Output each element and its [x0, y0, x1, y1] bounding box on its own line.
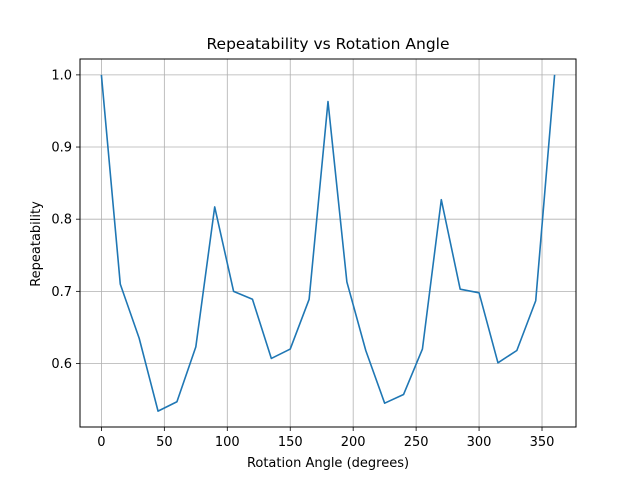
x-tick-label: 250 [404, 435, 429, 450]
y-tick-label: 0.9 [51, 141, 72, 156]
y-tick-label: 0.7 [51, 285, 72, 300]
x-tick-label: 100 [215, 435, 240, 450]
plot-frame [79, 58, 577, 428]
x-tick-label: 300 [467, 435, 492, 450]
series-line [100, 74, 556, 412]
y-tick-label: 0.6 [51, 357, 72, 372]
y-axis-label: Repeatability [29, 201, 44, 287]
x-tick-label: 0 [97, 435, 105, 450]
chart-title: Repeatability vs Rotation Angle [206, 35, 449, 53]
x-tick-label: 150 [278, 435, 303, 450]
x-tick-label: 350 [530, 435, 555, 450]
series-layer [100, 74, 556, 412]
x-tick-label: 200 [341, 435, 366, 450]
x-axis-ticks: 0 50 100 150 200 250 300 350 [97, 427, 554, 450]
y-axis-ticks: 0.6 0.7 0.8 0.9 1.0 [51, 68, 80, 372]
x-tick-label: 50 [156, 435, 173, 450]
y-tick-label: 0.8 [51, 213, 72, 228]
grid-lines [80, 59, 576, 427]
x-axis-label: Rotation Angle (degrees) [247, 456, 409, 471]
y-tick-label: 1.0 [51, 68, 72, 83]
